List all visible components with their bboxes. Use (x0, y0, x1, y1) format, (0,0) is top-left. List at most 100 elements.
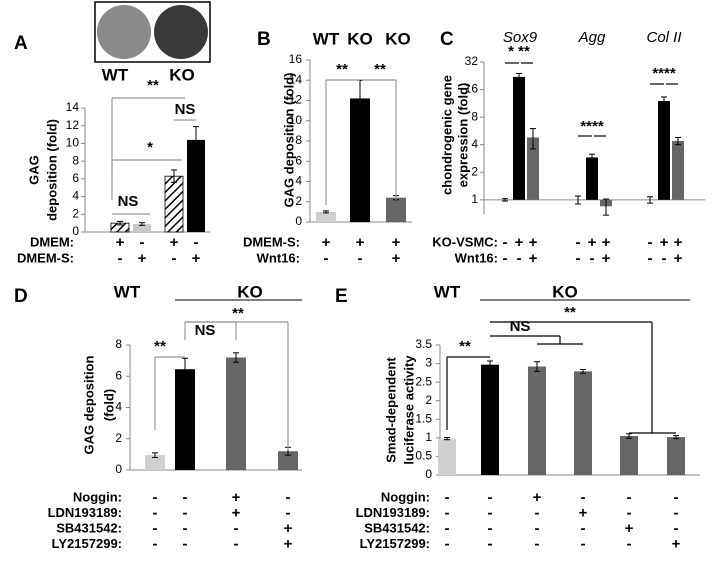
group-header: WT (434, 282, 461, 301)
condition-mark: - (648, 234, 653, 251)
y-axis-label: GAG (26, 155, 41, 185)
condition-label: LDN193189: (48, 505, 122, 520)
condition-mark: + (392, 234, 401, 251)
condition-mark: - (581, 520, 586, 537)
condition-label: LY2157299: (360, 536, 430, 551)
condition-label: SB431542: (364, 520, 430, 535)
condition-mark: - (576, 250, 581, 267)
condition-mark: + (232, 504, 241, 521)
bar (574, 371, 592, 475)
y-tick-label: 12 (289, 93, 303, 107)
y-axis-label: (fold) (101, 389, 116, 421)
condition-mark: - (674, 504, 679, 521)
bar (658, 101, 670, 200)
condition-mark: - (648, 250, 653, 267)
y-tick-label: 2 (72, 206, 79, 220)
condition-mark: + (602, 250, 611, 267)
y-tick-label: 8 (72, 153, 79, 167)
panel-letter: A (14, 33, 28, 54)
condition-label: Noggin: (73, 489, 122, 504)
condition-label: DMEM: (30, 234, 74, 249)
condition-mark: - (488, 504, 493, 521)
bar (528, 366, 546, 475)
condition-mark: - (194, 234, 199, 251)
bar (620, 436, 638, 475)
condition-mark: + (322, 234, 331, 251)
condition-mark: + (602, 234, 611, 251)
condition-mark: - (674, 520, 679, 537)
y-tick-label: 2 (425, 393, 432, 407)
condition-mark: - (445, 504, 450, 521)
y-tick-label: 10 (289, 113, 303, 127)
y-tick-label: 1 (425, 430, 432, 444)
condition-mark: - (535, 520, 540, 537)
condition-mark: - (140, 234, 145, 251)
y-tick-label: 3 (425, 356, 432, 370)
y-tick-label: 2 (295, 194, 302, 208)
condition-mark: + (625, 520, 634, 537)
bar (513, 76, 525, 200)
y-axis-label: deposition (fold) (44, 119, 59, 221)
y-tick-label: 6 (115, 368, 122, 382)
condition-mark: + (674, 234, 683, 251)
condition-mark: - (153, 535, 158, 552)
condition-mark: - (183, 520, 188, 537)
condition-mark: - (627, 489, 632, 506)
group-header: KO (347, 29, 373, 48)
group-header: WT (114, 282, 141, 301)
bar (350, 98, 370, 222)
condition-mark: + (588, 234, 597, 251)
group-header: KO (237, 282, 263, 301)
gene-label: Sox9 (503, 29, 538, 46)
condition-mark: - (153, 489, 158, 506)
significance-label: * ** (508, 43, 530, 60)
bar (316, 211, 336, 222)
y-tick-label: 0 (115, 462, 122, 476)
y-tick-label: 4 (295, 174, 302, 188)
y-tick-label: 1.5 (415, 411, 432, 425)
y-tick-label: 16 (465, 82, 479, 96)
bar (278, 451, 298, 470)
bar (133, 224, 151, 232)
condition-label: SB431542: (56, 520, 122, 535)
condition-mark: - (627, 504, 632, 521)
condition-mark: - (183, 489, 188, 506)
condition-mark: + (579, 504, 588, 521)
condition-mark: - (445, 489, 450, 506)
y-tick-label: 0 (425, 467, 432, 481)
condition-mark: - (590, 250, 595, 267)
condition-label: Wnt16: (455, 250, 498, 265)
condition-mark: - (118, 250, 123, 267)
y-tick-label: 2.5 (415, 374, 432, 388)
condition-label: DMEM-S: (243, 234, 300, 249)
condition-label: LY2157299: (52, 536, 122, 551)
condition-mark: - (674, 489, 679, 506)
condition-mark: + (392, 250, 401, 267)
condition-label: DMEM-S: (17, 250, 74, 265)
condition-mark: + (515, 234, 524, 251)
group-header: WT (313, 29, 340, 48)
y-axis-label: expression (fold) (455, 83, 470, 188)
y-axis-label: GAG deposition (fold) (281, 72, 296, 207)
y-tick-label: 8 (115, 337, 122, 351)
condition-mark: + (672, 535, 681, 552)
condition-mark: - (503, 234, 508, 251)
ko-micrograph (154, 5, 208, 59)
y-tick-label: 14 (66, 100, 80, 114)
condition-mark: + (356, 234, 365, 251)
bar (164, 175, 184, 233)
condition-mark: - (445, 535, 450, 552)
significance-label: NS (175, 101, 196, 118)
significance-label: ** (232, 305, 244, 322)
bar (386, 197, 406, 222)
condition-mark: - (445, 520, 450, 537)
significance-label: ** (154, 338, 166, 355)
condition-mark: + (138, 250, 147, 267)
condition-mark: - (517, 250, 522, 267)
significance-label: NS (118, 193, 139, 210)
condition-mark: + (192, 250, 201, 267)
bar (586, 157, 598, 200)
panel-letter: E (335, 286, 348, 307)
condition-mark: - (183, 504, 188, 521)
